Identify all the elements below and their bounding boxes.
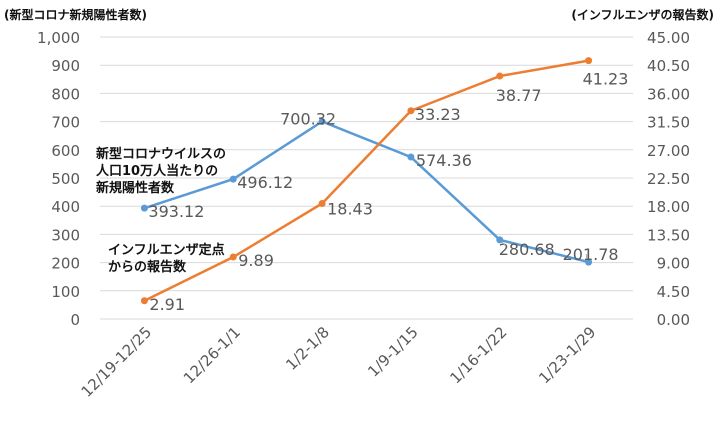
left-axis-tick-label: 1,000 [37,29,80,47]
left-axis-tick-label: 700 [51,114,80,132]
covid-data-point [318,118,326,126]
flu-data-label: 2.91 [149,295,185,314]
covid-note-line: 人口10万人当たりの [96,164,219,179]
right-axis-tick-label: 0.00 [657,311,690,329]
left-axis-tick-label: 400 [51,198,80,216]
right-axis-tick-label: 22.50 [647,170,690,188]
left-axis-tick-label: 500 [51,170,80,188]
covid-data-point [140,204,148,212]
flu-data-point [318,200,326,208]
covid-data-point [585,258,593,266]
right-axis-tick-label: 9.00 [657,255,690,273]
covid-data-label: 280.68 [499,240,555,259]
right-axis-tick-label: 18.00 [647,198,690,216]
flu-note-line: からの報告数 [108,260,187,275]
right-axis-tick-label: 45.00 [647,29,690,47]
right-axis-tick-label: 36.00 [647,85,690,103]
covid-data-label: 496.12 [237,173,293,192]
flu-data-point [407,107,415,115]
x-axis-tick-label: 1/2-1/8 [282,323,333,374]
covid-data-point [407,153,415,161]
flu-series-line [143,59,589,302]
flu-data-label: 41.23 [583,70,629,89]
flu-data-label: 18.43 [327,200,373,219]
flu-data-label: 33.23 [415,105,461,124]
x-axis-tick-label: 1/16-1/22 [446,323,510,387]
x-axis-tick-label: 12/19-12/25 [78,323,156,401]
flu-data-label: 9.89 [238,251,274,270]
covid-data-label: 393.12 [148,202,204,221]
right-axis-tick-label: 13.50 [647,226,690,244]
covid-note-line: 新規陽性者数 [96,181,175,196]
right-axis-tick-label: 31.50 [647,114,690,132]
left-axis-tick-label: 0 [70,311,80,329]
flu-data-point [140,297,148,305]
flu-note-line: インフルエンザ定点 [108,243,225,258]
right-axis-unit: (インフルエンザの報告数) [571,8,714,22]
covid-note-line: 新型コロナウイルスの [96,147,227,162]
covid-data-label: 201.78 [563,245,619,264]
covid-series-line [144,120,589,264]
flu-data-point [496,72,504,80]
flu-data-label: 38.77 [496,86,542,105]
covid-data-label: 574.36 [416,151,472,170]
flu-data-point [229,253,237,261]
right-axis-tick-label: 27.00 [647,142,690,160]
right-axis-tick-label: 4.50 [657,283,690,301]
flu-series-note: インフルエンザ定点 からの報告数 [108,242,225,276]
covid-data-point [229,175,237,183]
data-label-leader-line [501,241,507,247]
x-axis-tick-label: 1/9-1/15 [364,323,421,380]
left-axis-tick-label: 300 [51,226,80,244]
left-axis-tick-label: 800 [51,85,80,103]
left-axis-tick-label: 100 [51,283,80,301]
flu-data-point [585,57,593,65]
left-axis-unit: (新型コロナ新規陽性者数) [4,8,147,22]
x-axis-tick-label: 12/26-1/1 [180,323,244,387]
covid-series-note: 新型コロナウイルスの 人口10万人当たりの 新規陽性者数 [96,146,226,197]
x-axis-tick-label: 1/23-1/29 [535,323,599,387]
left-axis-tick-label: 200 [51,255,80,273]
left-axis-tick-label: 600 [51,142,80,160]
right-axis-tick-label: 40.50 [647,57,690,75]
covid-data-point [496,236,504,244]
covid-data-label: 700.32 [280,110,336,129]
left-axis-tick-label: 900 [51,57,80,75]
